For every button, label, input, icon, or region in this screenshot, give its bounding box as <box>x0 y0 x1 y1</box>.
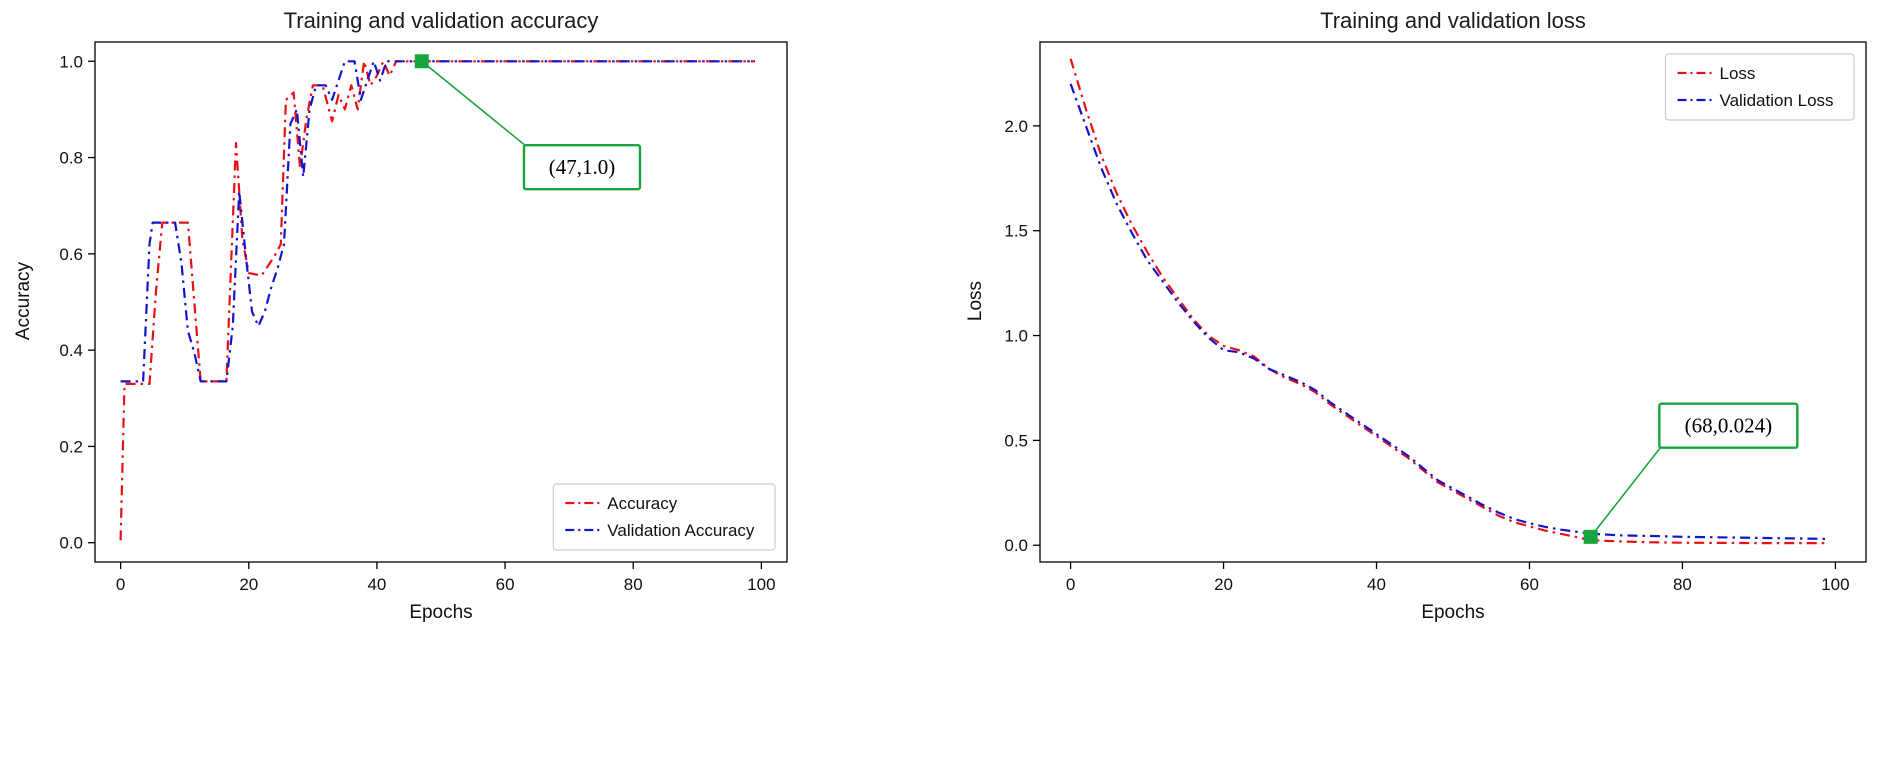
plot-border <box>94 41 788 563</box>
y-tick-label: 0.6 <box>59 245 83 264</box>
annotation-marker <box>414 54 429 69</box>
plot-border <box>1039 41 1867 563</box>
accuracy-plot: 0 20 40 60 80 100 0.0 0.2 0.4 0.6 0.8 1.0 Accuracy Va… <box>59 41 788 594</box>
loss-figure: Training and validation loss Loss Epochs… <box>952 0 1904 759</box>
legend-box <box>1664 53 1855 121</box>
x-tick-label: 80 <box>1673 575 1692 594</box>
loss-plot: 0 20 40 60 80 100 0.0 0.5 1.0 1.5 2.0 Loss Validatio… <box>1004 41 1867 594</box>
x-tick-label: 20 <box>1214 575 1233 594</box>
annotation-connector <box>1590 447 1661 538</box>
y-tick-label: 0.5 <box>1004 431 1028 450</box>
legend-label: Validation Accuracy <box>607 521 755 540</box>
legend-label: Loss <box>1720 64 1756 83</box>
annotation-marker <box>1583 529 1598 544</box>
x-tick-label: 60 <box>1520 575 1539 594</box>
annotation-label: (68,0.024) <box>1685 414 1773 438</box>
annotation-label: (47,1.0) <box>549 155 616 179</box>
validation-accuracy-line <box>120 60 755 383</box>
legend-label: Validation Loss <box>1720 91 1834 110</box>
y-tick-label: 0.2 <box>59 437 83 456</box>
x-axis-label: Epochs <box>409 602 473 623</box>
x-axis-label: Epochs <box>1421 602 1485 623</box>
y-tick-label: 0.0 <box>59 534 83 553</box>
x-tick-label: 100 <box>747 575 775 594</box>
x-tick-label: 100 <box>1821 575 1849 594</box>
annotation-box <box>522 143 642 191</box>
x-tick-label: 40 <box>1367 575 1386 594</box>
chart-title: Training and validation loss <box>1320 8 1586 33</box>
x-tick-label: 0 <box>116 575 125 594</box>
y-tick-label: 0.4 <box>59 341 83 360</box>
legend-box <box>552 483 776 551</box>
x-tick-label: 80 <box>624 575 643 594</box>
legend-label: Accuracy <box>607 494 677 513</box>
validation-loss-line <box>1069 83 1828 540</box>
x-tick-label: 0 <box>1066 575 1075 594</box>
y-tick-label: 1.5 <box>1004 222 1028 241</box>
y-tick-label: 0.0 <box>1004 536 1028 555</box>
annotation-connector <box>421 60 526 146</box>
chart-title: Training and validation accuracy <box>283 8 599 33</box>
x-tick-label: 40 <box>367 575 386 594</box>
y-tick-label: 2.0 <box>1004 117 1028 136</box>
loss-line <box>1069 58 1828 545</box>
accuracy-line <box>119 60 755 541</box>
accuracy-figure: Training and validation accuracy Accurac… <box>13 8 788 623</box>
x-tick-label: 60 <box>496 575 515 594</box>
x-tick-label: 20 <box>239 575 258 594</box>
y-tick-label: 1.0 <box>59 52 83 71</box>
annotation-box <box>1658 402 1799 449</box>
y-tick-label: 0.8 <box>59 149 83 168</box>
y-tick-label: 1.0 <box>1004 327 1028 346</box>
